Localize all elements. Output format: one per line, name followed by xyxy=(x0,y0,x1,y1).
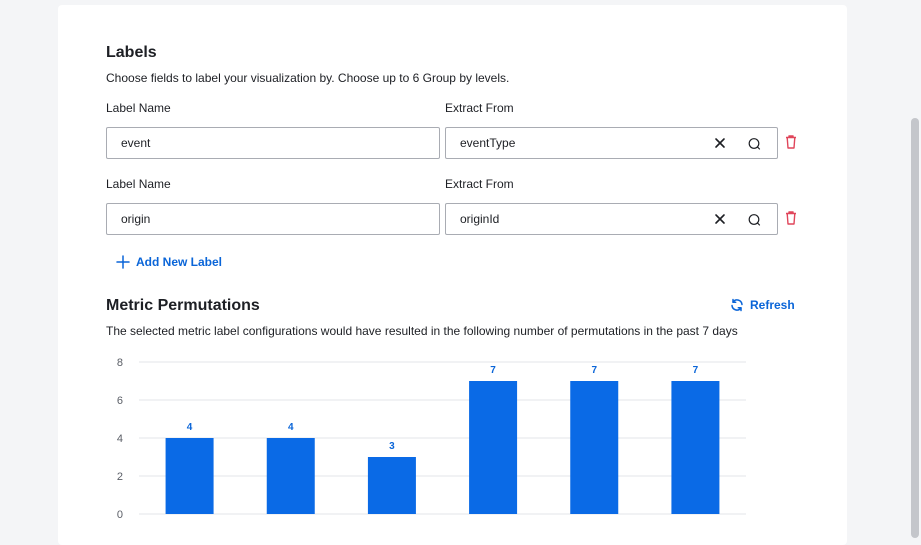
bar-data-label: 4 xyxy=(187,422,193,433)
bar-data-label: 7 xyxy=(591,365,597,376)
y-tick-label: 2 xyxy=(117,471,123,483)
bar[interactable] xyxy=(570,381,619,514)
label-name-caption: Label Name xyxy=(106,101,171,115)
y-tick-label: 8 xyxy=(117,357,123,369)
refresh-text: Refresh xyxy=(750,298,795,312)
extract-from-caption: Extract From xyxy=(445,101,514,115)
scrollbar-track[interactable] xyxy=(909,0,921,538)
add-new-label-button[interactable]: Add New Label xyxy=(116,255,222,269)
permutations-bar-chart: 0 2 4 6 8 4 4 3 7 7 7 xyxy=(117,357,746,521)
y-tick-label: 6 xyxy=(117,395,123,407)
bar[interactable] xyxy=(469,381,518,514)
clear-icon[interactable] xyxy=(713,136,727,150)
delete-row-icon[interactable] xyxy=(784,134,798,150)
label-name-input[interactable]: origin xyxy=(106,203,440,235)
extract-from-value: eventType xyxy=(460,136,516,150)
extract-from-input[interactable]: eventType xyxy=(445,127,778,159)
label-name-caption: Label Name xyxy=(106,177,171,191)
y-tick-label: 0 xyxy=(117,509,123,521)
bar[interactable] xyxy=(165,438,214,514)
label-name-value: event xyxy=(121,136,151,150)
refresh-button[interactable]: Refresh xyxy=(730,298,795,312)
bar[interactable] xyxy=(671,381,720,514)
metric-description: The selected metric label configurations… xyxy=(106,324,738,338)
extract-from-caption: Extract From xyxy=(445,177,514,191)
labels-description: Choose fields to label your visualizatio… xyxy=(106,71,510,85)
scrollbar-thumb[interactable] xyxy=(911,118,919,538)
extract-from-input[interactable]: originId xyxy=(445,203,778,235)
extract-from-value: originId xyxy=(460,212,500,226)
search-icon[interactable] xyxy=(747,136,763,152)
label-name-value: origin xyxy=(121,212,151,226)
bar-data-label: 7 xyxy=(693,365,699,376)
metric-permutations-title: Metric Permutations xyxy=(106,297,260,314)
bar[interactable] xyxy=(266,438,315,514)
plus-icon xyxy=(116,255,130,269)
delete-row-icon[interactable] xyxy=(784,210,798,226)
labels-title: Labels xyxy=(106,44,157,61)
refresh-icon xyxy=(731,298,743,312)
bar[interactable] xyxy=(367,457,416,514)
clear-icon[interactable] xyxy=(713,212,727,226)
add-new-label-text: Add New Label xyxy=(136,255,223,269)
y-tick-label: 4 xyxy=(117,433,123,445)
bar-data-label: 7 xyxy=(490,365,496,376)
label-name-input[interactable]: event xyxy=(106,127,440,159)
search-icon[interactable] xyxy=(747,212,763,228)
bar-data-label: 3 xyxy=(389,441,395,452)
bar-data-label: 4 xyxy=(288,422,294,433)
